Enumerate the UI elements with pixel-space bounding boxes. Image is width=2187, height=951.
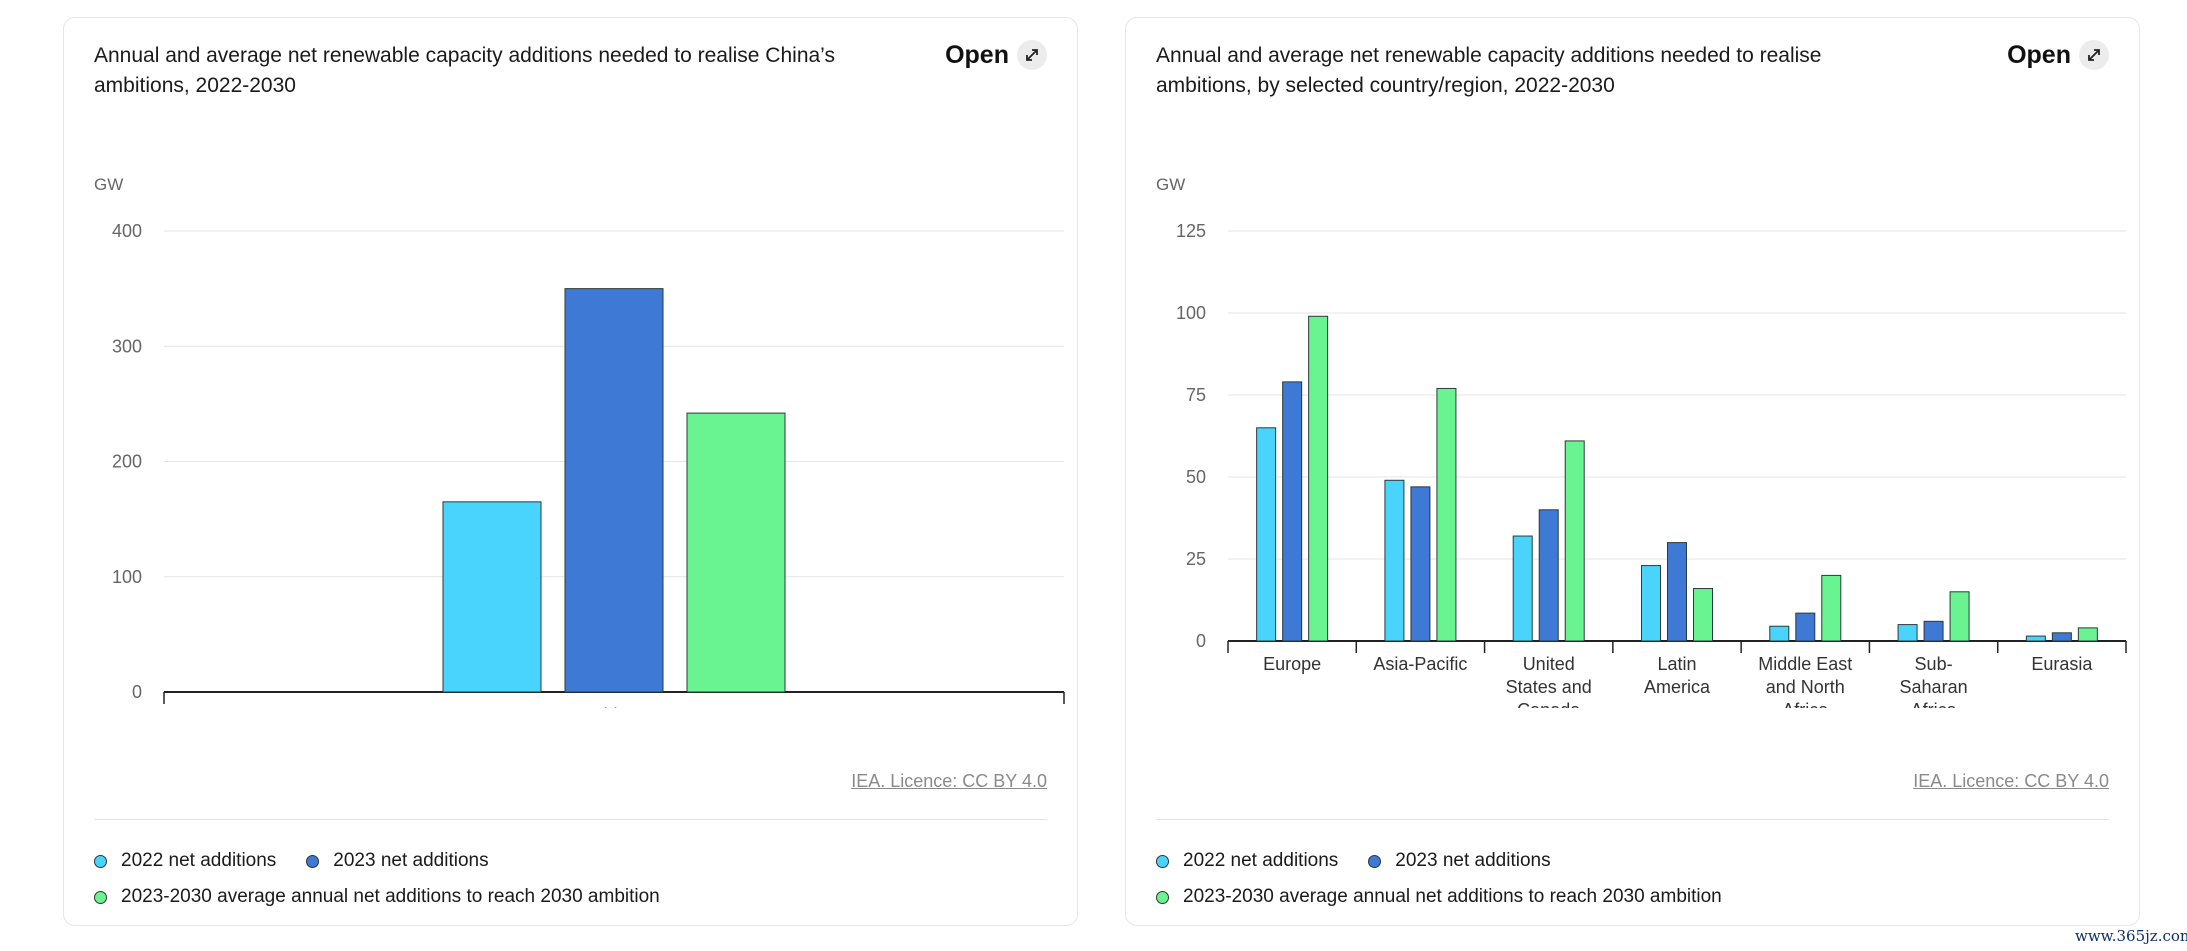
x-tick-label: and North <box>1766 677 1845 697</box>
bar <box>1821 574 1842 642</box>
bar <box>442 501 542 693</box>
bar <box>1436 387 1457 642</box>
y-tick-label: 75 <box>1186 385 1206 405</box>
y-tick-label: 125 <box>1176 221 1206 241</box>
x-tick-label: States and <box>1506 677 1592 697</box>
bar <box>1256 427 1277 642</box>
y-tick-label: 400 <box>112 221 142 241</box>
y-tick-label: 0 <box>1196 631 1206 651</box>
open-button[interactable]: Open <box>2007 40 2109 70</box>
x-tick-label: Middle East <box>1758 654 1852 674</box>
y-tick-label: 100 <box>112 567 142 587</box>
bar <box>2025 635 2046 642</box>
x-tick-label: Africa <box>1911 700 1958 708</box>
legend-item-2023[interactable]: 2023 net additions <box>1368 850 1551 872</box>
chart-title: Annual and average net renewable capacit… <box>1156 44 1822 97</box>
bar <box>1923 620 1944 642</box>
y-tick-label: 0 <box>132 682 142 702</box>
chart-card-regions: Annual and average net renewable capacit… <box>1125 17 2140 926</box>
expand-arrows-icon <box>1017 40 1047 70</box>
bar <box>1693 588 1713 642</box>
x-tick-label: United <box>1523 654 1575 674</box>
y-tick-label: 100 <box>1176 303 1206 323</box>
open-label: Open <box>945 40 1009 69</box>
bar <box>1512 535 1533 642</box>
bar <box>1564 440 1585 642</box>
bar <box>564 288 664 693</box>
legend-item-ambition[interactable]: 2023-2030 average annual net additions t… <box>1156 886 1722 908</box>
x-tick-label: China <box>590 705 638 708</box>
legend-dot-2022 <box>1156 854 1169 868</box>
legend-item-ambition[interactable]: 2023-2030 average annual net additions t… <box>94 886 660 908</box>
bar <box>1949 591 1970 642</box>
bar <box>1538 509 1559 642</box>
open-button[interactable]: Open <box>945 40 1047 70</box>
legend-label-ambition: 2023-2030 average annual net additions t… <box>1183 886 1722 907</box>
x-tick-label: Africa <box>1782 700 1829 708</box>
bar <box>1795 612 1816 642</box>
x-tick-label: Asia-Pacific <box>1373 654 1467 674</box>
bar <box>1641 565 1661 642</box>
divider <box>1156 819 2109 820</box>
x-tick-label: Latin <box>1657 654 1696 674</box>
legend-item-2022[interactable]: 2022 net additions <box>1156 850 1338 872</box>
bar-chart-regions: GW 0 25 50 75 100 125 Europe Asia-Pacific United S… <box>1156 175 2127 708</box>
legend-label-2022: 2022 net additions <box>1183 850 1339 871</box>
x-tick-label: America <box>1644 677 1711 697</box>
legend-label-ambition: 2023-2030 average annual net additions t… <box>121 886 660 907</box>
divider <box>94 819 1047 820</box>
y-tick-label: 50 <box>1186 467 1206 487</box>
bar <box>686 412 786 693</box>
x-tick-label: Eurasia <box>2031 654 2093 674</box>
y-axis-label: GW <box>1156 175 1185 194</box>
bar <box>2077 627 2098 642</box>
bar <box>1410 486 1431 642</box>
x-tick-label: Europe <box>1263 654 1321 674</box>
y-axis-label: GW <box>94 175 123 194</box>
y-tick-label: 300 <box>112 336 142 356</box>
bar <box>1308 315 1329 642</box>
bar <box>1897 624 1918 642</box>
watermark-text: www.365jz.com <box>2075 927 2187 945</box>
bar <box>2051 632 2072 642</box>
x-tick-label: Canada <box>1517 700 1581 708</box>
legend-label-2023: 2023 net additions <box>333 850 489 871</box>
legend-dot-ambition <box>1156 890 1169 904</box>
x-tick-label: Sub- <box>1915 654 1953 674</box>
legend-label-2023: 2023 net additions <box>1395 850 1551 871</box>
open-label: Open <box>2007 40 2071 69</box>
y-tick-label: 25 <box>1186 549 1206 569</box>
chart-title: Annual and average net renewable capacit… <box>94 44 835 97</box>
legend-dot-2023 <box>1368 854 1382 868</box>
chart-card-china: Annual and average net renewable capacit… <box>63 17 1078 926</box>
licence-link[interactable]: IEA. Licence: CC BY 4.0 <box>851 771 1047 791</box>
legend-item-2023[interactable]: 2023 net additions <box>306 850 489 872</box>
bar <box>1384 479 1405 642</box>
legend-item-2022[interactable]: 2022 net additions <box>94 850 276 872</box>
legend-dot-2022 <box>94 854 107 868</box>
legend-dot-2023 <box>306 854 320 868</box>
y-tick-label: 200 <box>112 452 142 472</box>
bar-chart-china: GW 0 100 200 300 400 China <box>94 175 1065 708</box>
chart-legend: 2022 net additions 2023 net additions 20… <box>94 843 690 915</box>
expand-arrows-icon <box>2079 40 2109 70</box>
x-tick-label: Saharan <box>1900 677 1968 697</box>
bar <box>1282 381 1303 642</box>
licence-link[interactable]: IEA. Licence: CC BY 4.0 <box>1913 771 2109 791</box>
legend-label-2022: 2022 net additions <box>121 850 277 871</box>
bar <box>1667 542 1687 642</box>
chart-legend: 2022 net additions 2023 net additions 20… <box>1156 843 1752 915</box>
legend-dot-ambition <box>94 890 107 904</box>
bar <box>1769 625 1790 642</box>
